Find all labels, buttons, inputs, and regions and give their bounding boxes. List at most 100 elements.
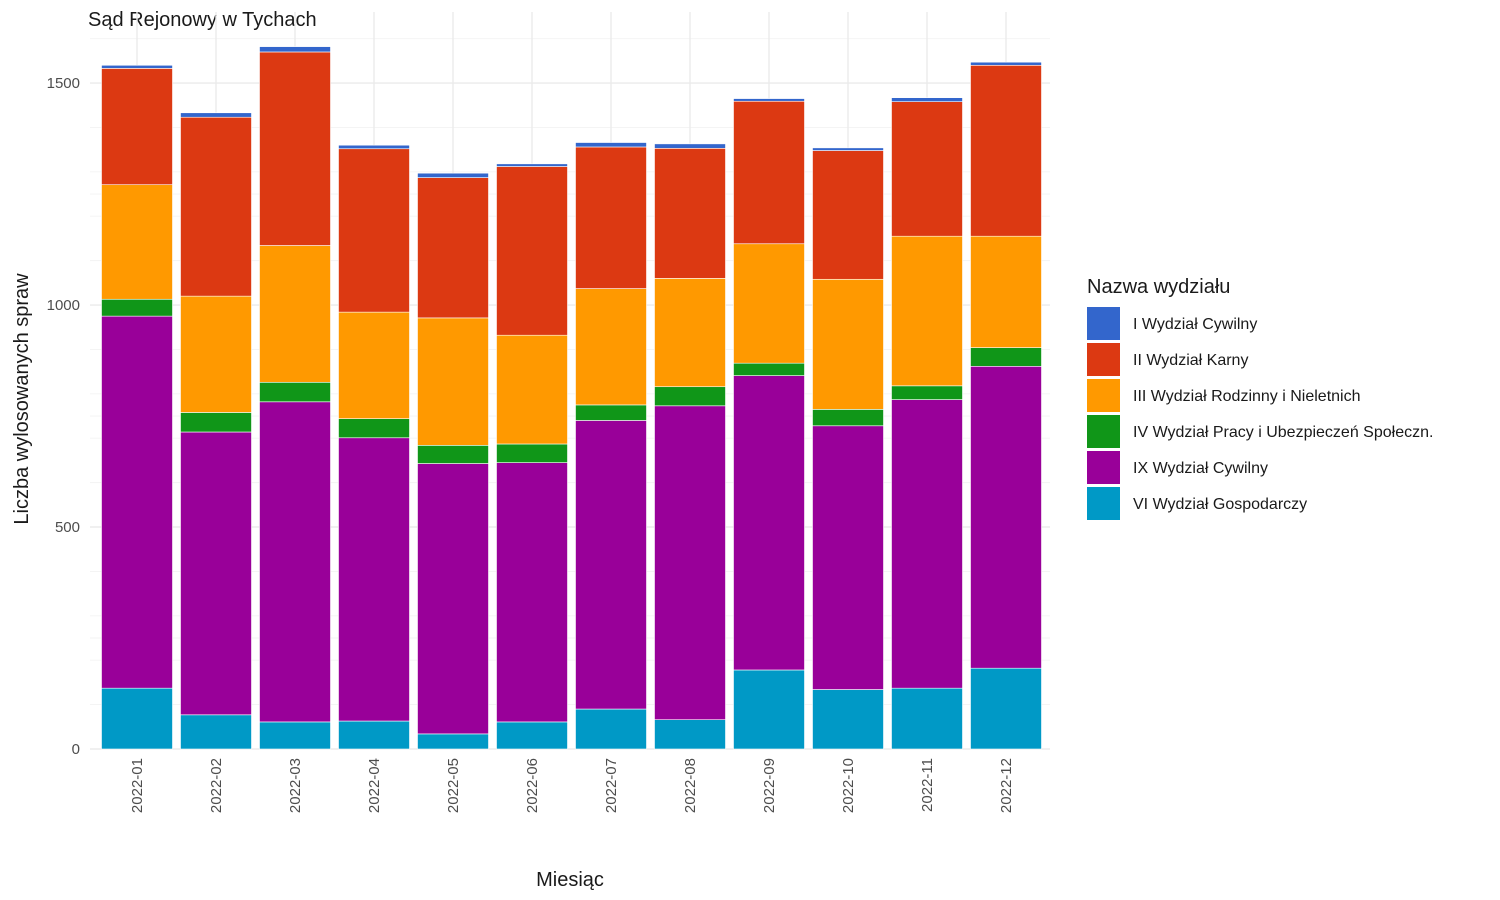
legend-label: VI Wydział Gospodarczy	[1133, 496, 1307, 513]
bar-segment	[101, 64, 173, 69]
legend-label: IV Wydział Pracy i Ubezpieczeń Społeczn.	[1133, 424, 1433, 441]
bar-segment	[654, 278, 726, 388]
bar-segment	[891, 399, 963, 689]
bar-segment	[575, 404, 647, 421]
legend-swatch	[1087, 307, 1120, 340]
bar-segment	[654, 719, 726, 750]
bar-segment	[417, 733, 489, 750]
bar-segment	[970, 347, 1042, 367]
bar-segment	[733, 100, 805, 245]
bar-segment	[259, 721, 331, 750]
bar-segment	[338, 720, 410, 750]
y-axis-ticks: 0 500 1000 1500	[47, 75, 80, 758]
legend-swatch	[1087, 343, 1120, 376]
x-tick-label: 2022-11	[919, 758, 936, 812]
bar-segment	[891, 101, 963, 237]
bar-segment	[891, 687, 963, 750]
bar-segment	[733, 98, 805, 102]
bar-segment	[812, 409, 884, 427]
x-tick-label: 2022-08	[682, 758, 699, 813]
bar-segment	[180, 112, 252, 118]
bar-segment	[812, 689, 884, 750]
bar-segment	[496, 462, 568, 723]
chart-title: Sąd Rejonowy w Tychach	[88, 9, 317, 31]
y-tick-label: 0	[72, 741, 80, 758]
bar-segment	[812, 147, 884, 151]
x-tick-label: 2022-02	[208, 758, 225, 813]
x-tick-label: 2022-04	[366, 758, 383, 813]
bar-segment	[970, 667, 1042, 750]
bar-segment	[259, 51, 331, 246]
bar-segment	[338, 148, 410, 313]
bar-segment	[812, 425, 884, 690]
bar-segment	[733, 669, 805, 750]
bar-segment	[970, 61, 1042, 66]
bar-segment	[101, 68, 173, 186]
bar-segment	[338, 311, 410, 419]
bar-segment	[180, 714, 252, 750]
bar-segment	[891, 97, 963, 102]
bar-segment	[654, 143, 726, 149]
bars	[101, 46, 1042, 750]
bar-segment	[891, 385, 963, 400]
bar-segment	[654, 405, 726, 720]
bar-segment	[417, 172, 489, 178]
bar-segment	[259, 46, 331, 53]
bar-segment	[575, 708, 647, 750]
bar-segment	[733, 243, 805, 364]
bar-segment	[417, 445, 489, 464]
legend-label: IX Wydział Cywilny	[1133, 460, 1268, 477]
legend-swatch	[1087, 379, 1120, 412]
bar-segment	[970, 235, 1042, 348]
bar-segment	[575, 146, 647, 289]
bar-segment	[101, 298, 173, 317]
y-tick-label: 1000	[47, 297, 80, 314]
legend-label: I Wydział Cywilny	[1133, 316, 1257, 333]
bar-segment	[733, 375, 805, 671]
bar-segment	[575, 420, 647, 710]
bar-segment	[259, 401, 331, 723]
bar-segment	[575, 288, 647, 406]
bar-segment	[575, 142, 647, 148]
x-tick-label: 2022-07	[603, 758, 620, 813]
y-tick-label: 1500	[47, 75, 80, 92]
legend-swatch	[1087, 451, 1120, 484]
legend-label: II Wydział Karny	[1133, 352, 1248, 369]
x-tick-label: 2022-10	[840, 758, 857, 813]
bar-segment	[891, 235, 963, 387]
bar-segment	[180, 295, 252, 413]
x-tick-label: 2022-01	[129, 758, 146, 813]
bar-segment	[654, 386, 726, 407]
bar-segment	[101, 687, 173, 750]
x-tick-label: 2022-03	[287, 758, 304, 813]
bar-segment	[259, 245, 331, 383]
bar-segment	[812, 150, 884, 280]
bar-segment	[180, 431, 252, 716]
bar-segment	[338, 418, 410, 439]
bar-segment	[496, 163, 568, 167]
x-tick-label: 2022-09	[761, 758, 778, 813]
legend: Nazwa wydziału I Wydział Cywilny II Wydzi…	[1087, 276, 1433, 520]
legend-title: Nazwa wydziału	[1087, 276, 1230, 298]
x-axis-title: Miesiąc	[536, 869, 604, 891]
bar-segment	[338, 437, 410, 722]
bar-segment	[259, 381, 331, 403]
y-tick-label: 500	[55, 519, 80, 536]
bar-segment	[417, 177, 489, 319]
bar-segment	[733, 362, 805, 376]
bar-segment	[101, 184, 173, 300]
bar-segment	[180, 116, 252, 297]
x-axis-ticks: 2022-01 2022-02 2022-03 2022-04 2022-05 2022-…	[129, 758, 1015, 813]
x-tick-label: 2022-06	[524, 758, 541, 813]
x-tick-label: 2022-05	[445, 758, 462, 813]
legend-swatch	[1087, 415, 1120, 448]
bar-segment	[417, 463, 489, 735]
bar-segment	[180, 412, 252, 433]
bar-segment	[812, 278, 884, 410]
bar-segment	[338, 144, 410, 150]
bar-segment	[654, 148, 726, 279]
bar-segment	[970, 365, 1042, 669]
legend-swatch	[1087, 487, 1120, 520]
bar-segment	[101, 315, 173, 689]
